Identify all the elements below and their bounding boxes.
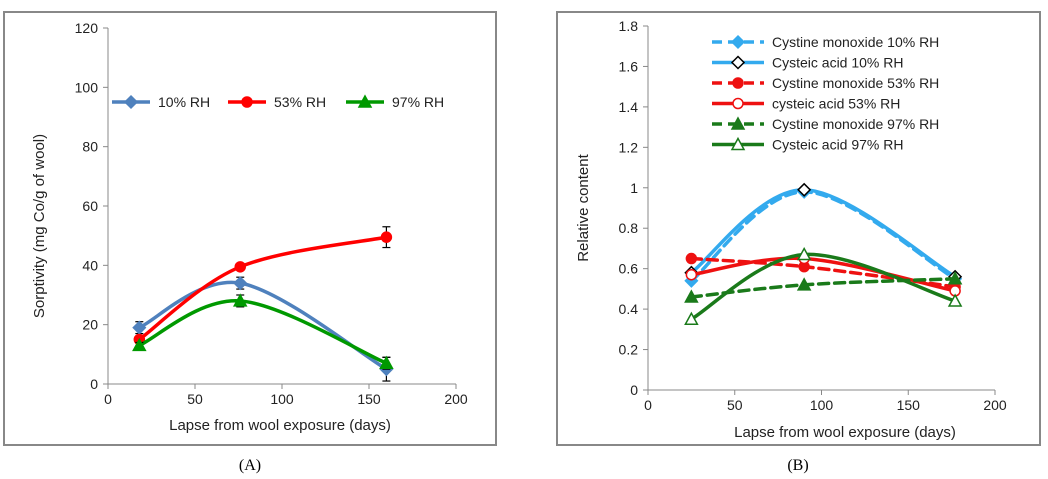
chart-b: 0 50 100 150 200 0 0.2 0.4 0.6 0.8 1 1.2 1.4 1.6 1.8 L… — [556, 11, 1041, 446]
x-tick-label: 150 — [357, 391, 381, 407]
chart-a-y-label: Sorptivity (mg Co/g of wool) — [31, 134, 48, 318]
legend-label-cysteic-acid-53-rh: cysteic acid 53% RH — [772, 96, 900, 112]
legend-marker-cysteic-acid-97-rh — [730, 136, 746, 151]
y-tick-label: 1 — [630, 180, 638, 196]
data-point-cysteic-acid-97-rh — [796, 246, 812, 261]
legend-marker-97-rh — [357, 94, 373, 108]
data-point-cysteic-acid-10-rh — [797, 182, 812, 197]
legend-marker-cystine-monoxide-97-rh — [730, 116, 746, 130]
chart-a-frame — [3, 11, 497, 446]
data-point-53-rh — [380, 231, 393, 243]
legend-marker-53-rh — [241, 96, 253, 108]
legend-label-10-rh: 10% RH — [158, 94, 210, 110]
chart-b-x-label: Lapse from wool exposure (days) — [734, 424, 956, 441]
data-point-97-rh — [232, 293, 248, 307]
y-tick-label: 120 — [75, 20, 99, 36]
legend-marker-cysteic-acid-10-rh — [730, 55, 746, 70]
data-point-10-rh — [233, 276, 248, 291]
y-tick-label: 1.4 — [619, 99, 639, 115]
data-point-53-rh — [234, 261, 246, 273]
x-tick-label: 200 — [983, 397, 1007, 413]
y-tick-label: 1.8 — [619, 18, 639, 34]
y-tick-label: 60 — [82, 198, 98, 214]
y-tick-label: 100 — [75, 79, 99, 95]
y-tick-label: 0.6 — [619, 261, 639, 277]
chart-b-y-label: Relative content — [575, 153, 592, 261]
y-tick-label: 0.4 — [619, 301, 639, 317]
panel-label-a: (A) — [239, 457, 261, 474]
legend-marker-10-rh — [123, 94, 139, 110]
legend-label-cysteic-acid-10-rh: Cysteic acid 10% RH — [772, 55, 904, 71]
y-tick-label: 0.8 — [619, 220, 639, 236]
legend-marker-cystine-monoxide-10-rh — [730, 34, 746, 50]
legend-label-cystine-monoxide-97-rh: Cystine monoxide 97% RH — [772, 116, 939, 132]
x-tick-label: 150 — [897, 397, 921, 413]
x-tick-label: 200 — [444, 391, 468, 407]
x-tick-label: 100 — [270, 391, 294, 407]
data-point-cysteic-acid-97-rh — [684, 311, 699, 325]
data-point-cystine-monoxide-97-rh — [947, 271, 963, 285]
y-tick-label: 80 — [82, 139, 98, 155]
data-point-97-rh — [132, 337, 147, 352]
legend-label-cystine-monoxide-53-rh: Cystine monoxide 53% RH — [772, 75, 939, 91]
legend-label-97-rh: 97% RH — [392, 94, 444, 110]
y-tick-label: 0 — [90, 376, 98, 392]
y-tick-label: 1.2 — [619, 139, 639, 155]
data-point-10-rh — [132, 320, 147, 335]
legend-label-53-rh: 53% RH — [274, 94, 326, 110]
y-tick-label: 40 — [82, 257, 98, 273]
x-tick-label: 0 — [644, 397, 652, 413]
y-tick-label: 0 — [630, 382, 638, 398]
chart-b-frame — [556, 11, 1041, 446]
data-point-cysteic-acid-53-rh — [685, 268, 698, 281]
data-point-cystine-monoxide-97-rh — [684, 289, 699, 303]
y-tick-label: 1.6 — [619, 58, 639, 74]
data-point-cystine-monoxide-53-rh — [685, 252, 698, 265]
chart-a-x-label: Lapse from wool exposure (days) — [169, 417, 391, 434]
x-tick-label: 0 — [104, 391, 112, 407]
y-tick-label: 0.2 — [619, 342, 639, 358]
chart-a: 0 50 100 150 200 0 20 40 60 80 100 120 Lapse from w… — [3, 11, 497, 446]
legend-marker-cystine-monoxide-53-rh — [732, 77, 744, 89]
x-tick-label: 50 — [727, 397, 743, 413]
x-tick-label: 50 — [187, 391, 203, 407]
y-tick-label: 20 — [82, 317, 98, 333]
data-point-cystine-monoxide-97-rh — [796, 277, 812, 291]
legend-label-cysteic-acid-97-rh: Cysteic acid 97% RH — [772, 137, 904, 153]
data-point-97-rh — [379, 355, 394, 369]
legend-marker-cysteic-acid-53-rh — [732, 97, 744, 110]
legend-label-cystine-monoxide-10-rh: Cystine monoxide 10% RH — [772, 34, 939, 50]
panel-label-b: (B) — [787, 457, 808, 474]
x-tick-label: 100 — [810, 397, 834, 413]
data-point-cysteic-acid-97-rh — [947, 293, 963, 307]
